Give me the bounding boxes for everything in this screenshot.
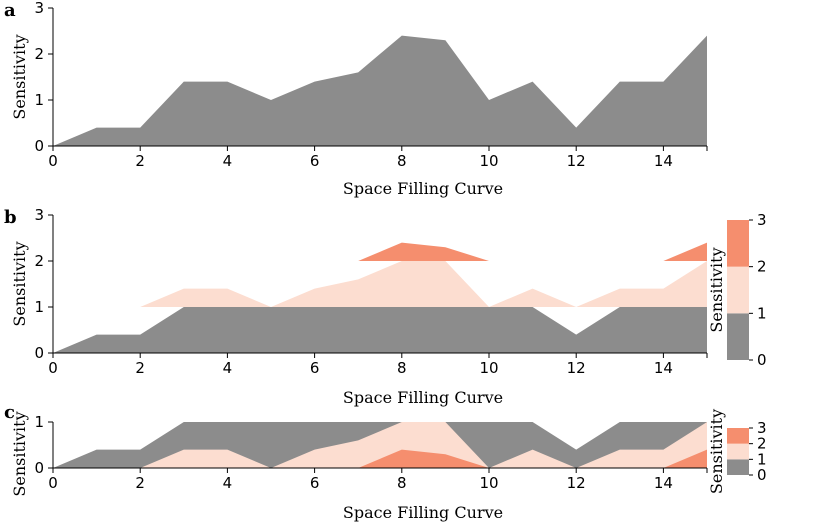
x-tick-label: 14 [654,474,673,492]
colorbar-tick-label: 2 [757,435,767,453]
x-axis-label: Space Filling Curve [343,179,503,198]
panel-label: c [4,402,15,423]
area-band-2 [53,449,707,468]
y-tick-label: 3 [34,0,44,17]
x-tick-label: 2 [135,359,145,377]
area-band-1 [53,422,707,468]
y-tick-label: 1 [34,91,44,109]
plot-area [53,422,707,468]
y-axis-label: Sensitivity [10,241,29,326]
colorbar-label: Sensitivity [707,247,726,332]
area-band-0 [53,307,707,353]
x-tick-label: 2 [135,152,145,170]
y-tick-label: 0 [34,344,44,362]
x-tick-label: 12 [567,152,586,170]
y-tick-label: 3 [34,206,44,224]
x-tick-label: 4 [223,474,233,492]
y-axis-label: Sensitivity [10,411,29,496]
y-tick-label: 1 [34,298,44,316]
colorbar-segment-2 [727,428,749,444]
x-tick-label: 10 [479,152,498,170]
x-tick-label: 6 [310,474,320,492]
x-tick-label: 14 [654,152,673,170]
colorbar-segment-0 [727,313,749,360]
colorbar-label: Sensitivity [707,409,726,494]
colorbar: 0 1 2 3 Sensitivity [707,211,767,369]
y-tick-label: 0 [34,137,44,155]
plot-area [53,35,707,146]
x-tick-label: 8 [397,474,407,492]
area-band-0 [53,35,707,146]
y-tick-label: 2 [34,252,44,270]
x-tick-label: 2 [135,474,145,492]
x-tick-label: 8 [397,359,407,377]
x-tick-label: 14 [654,359,673,377]
x-tick-label: 4 [223,359,233,377]
colorbar-segment-0 [727,459,749,475]
colorbar-segment-1 [727,443,749,460]
colorbar-tick-label: 0 [757,351,767,369]
x-tick-label: 4 [223,152,233,170]
x-tick-label: 8 [397,152,407,170]
x-tick-label: 12 [567,474,586,492]
x-tick-label: 10 [479,359,498,377]
colorbar-tick-label: 2 [757,258,767,276]
area-band-2 [53,242,707,261]
area-band-1 [53,261,707,307]
x-tick-label: 0 [48,474,58,492]
plot-area [53,242,707,353]
y-axis-label: Sensitivity [10,34,29,119]
x-tick-label: 12 [567,359,586,377]
x-tick-label: 6 [310,152,320,170]
x-tick-label: 10 [479,474,498,492]
colorbar-segment-2 [727,220,749,267]
x-axis-label: Space Filling Curve [343,388,503,407]
panel-label: a [4,0,16,21]
colorbar-tick-label: 0 [757,466,767,484]
colorbar-tick-label: 3 [757,419,767,437]
x-tick-label: 0 [48,152,58,170]
colorbar-segment-1 [727,266,749,314]
colorbar-tick-label: 3 [757,211,767,229]
panel-label: b [4,207,17,228]
colorbar-tick-label: 1 [757,450,767,468]
y-tick-label: 0 [34,459,44,477]
x-tick-label: 0 [48,359,58,377]
colorbar-tick-label: 1 [757,304,767,322]
x-axis-label: Space Filling Curve [343,503,503,522]
y-tick-label: 2 [34,45,44,63]
x-tick-label: 6 [310,359,320,377]
y-tick-label: 1 [34,413,44,431]
